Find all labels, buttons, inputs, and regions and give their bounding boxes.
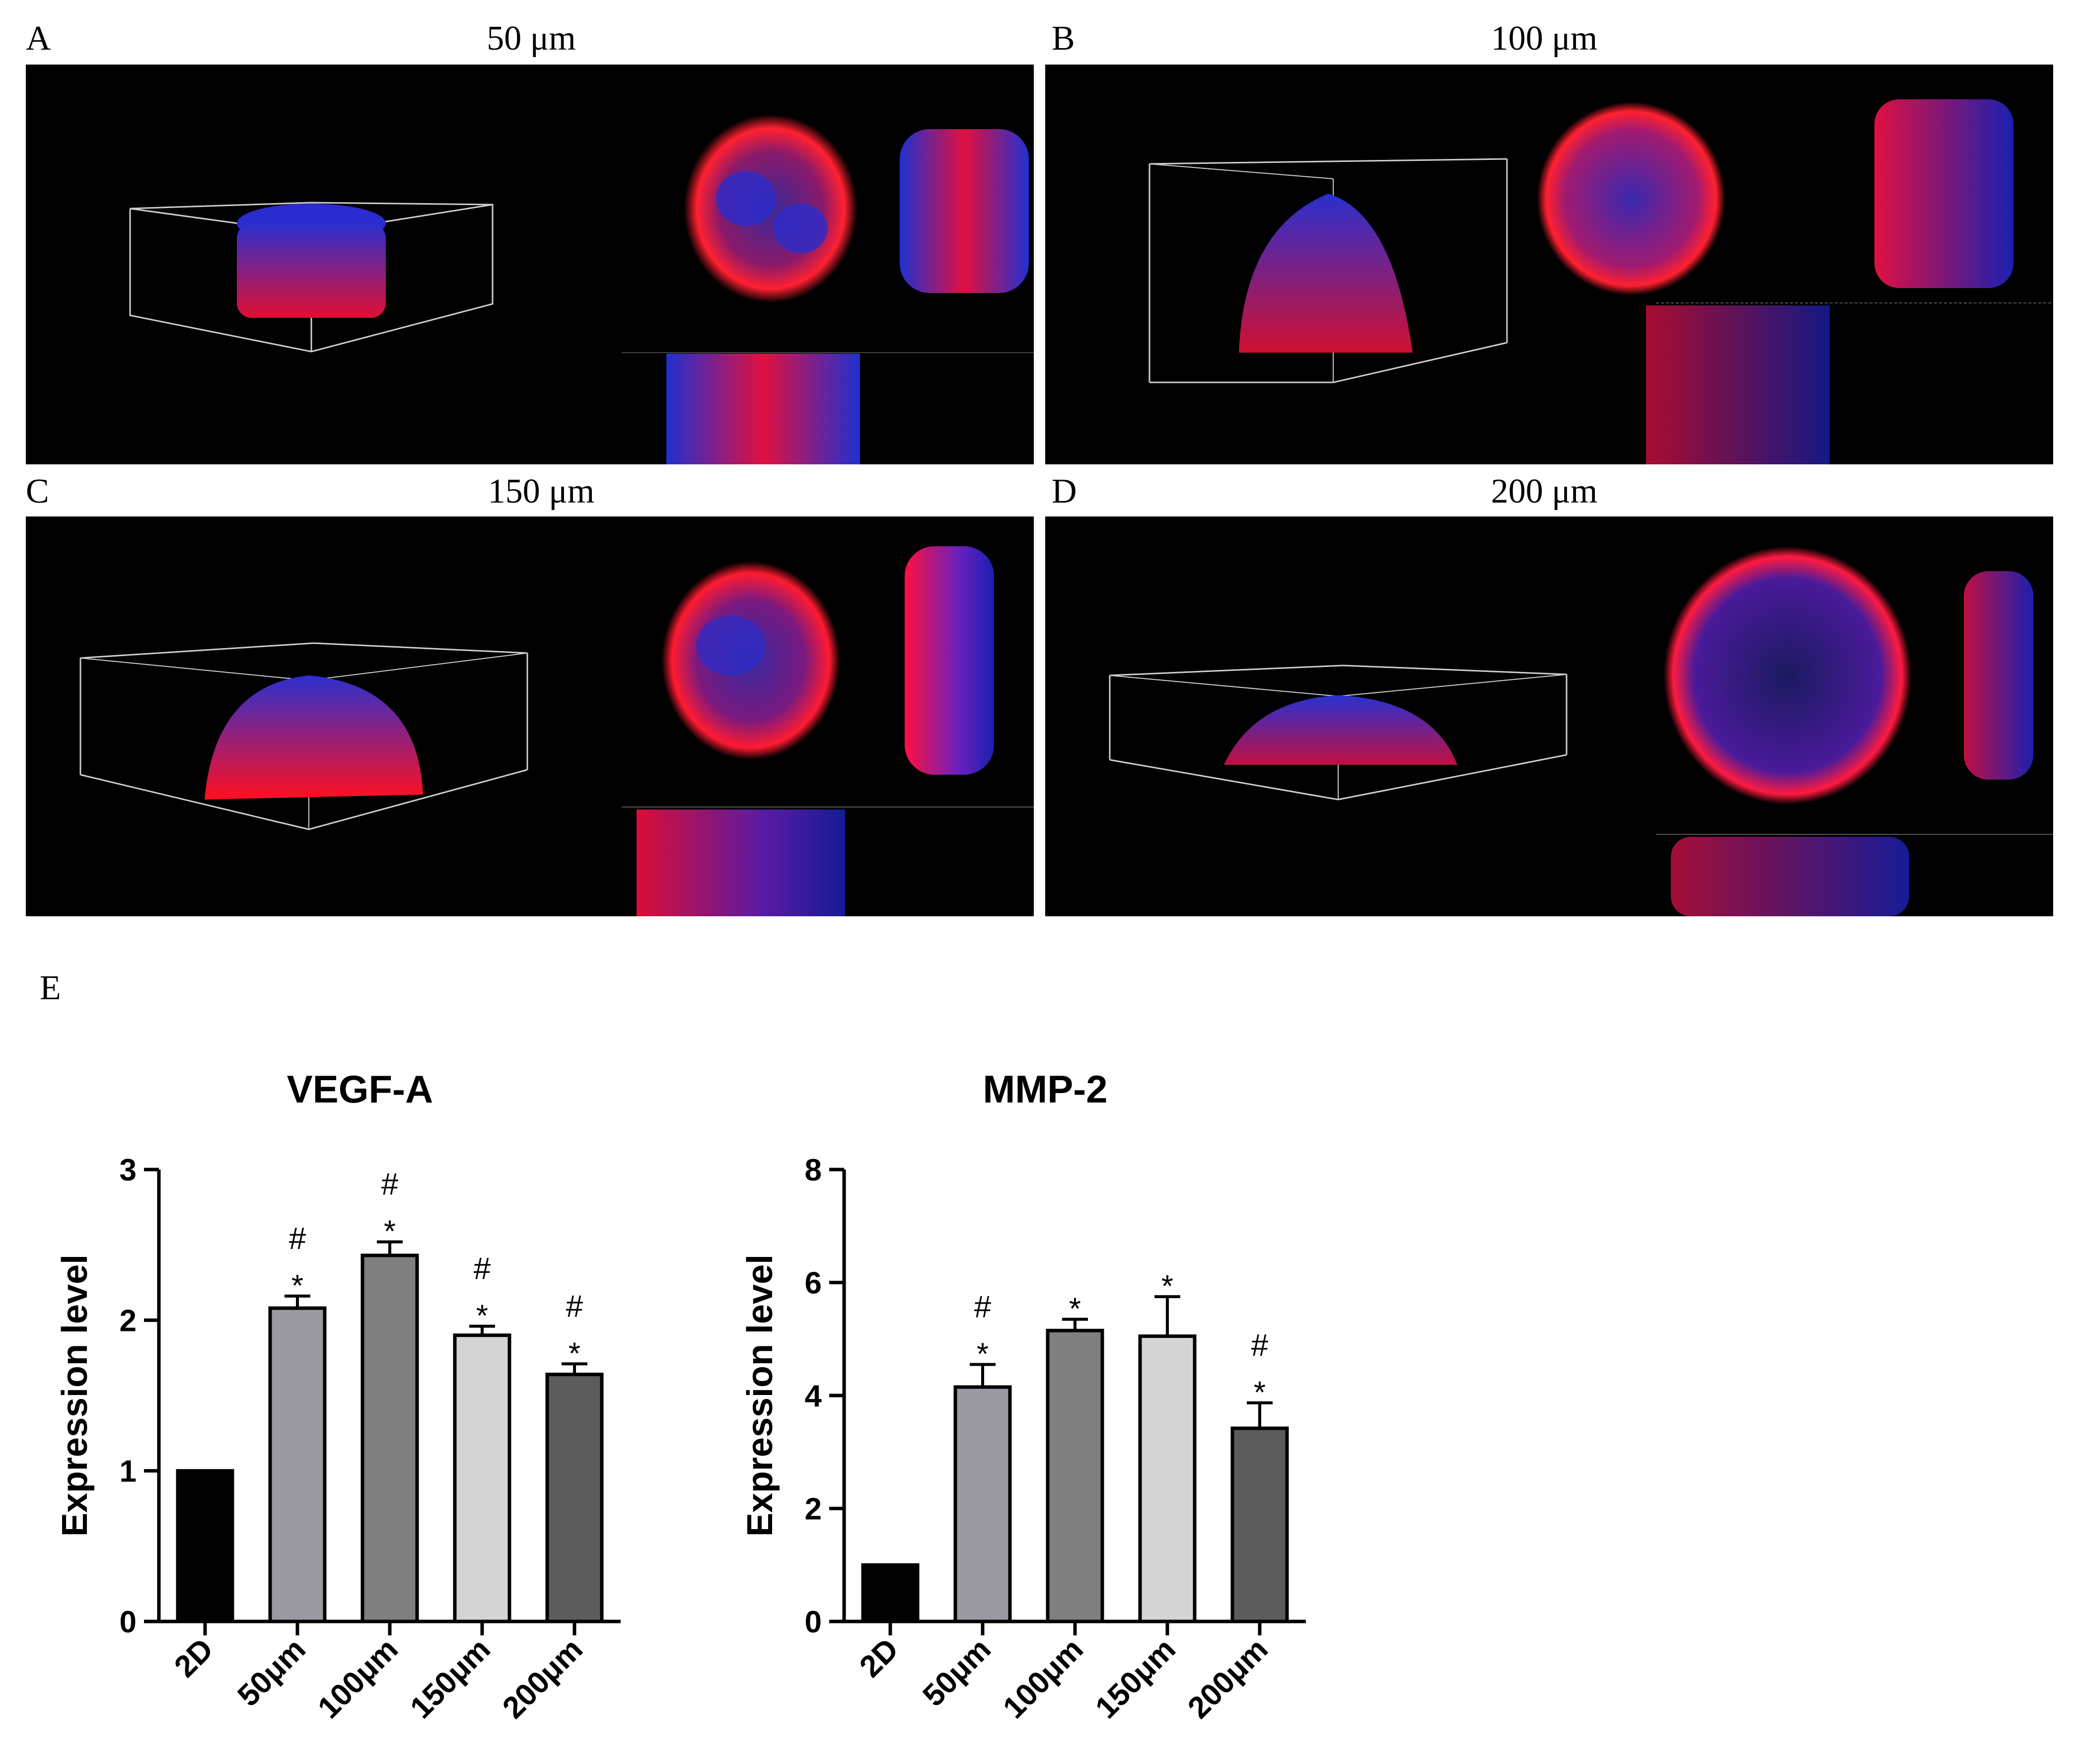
chart-title: VEGF-A bbox=[287, 1067, 433, 1111]
panel-letter-a: A bbox=[26, 19, 51, 58]
bar-200μm bbox=[545, 1373, 604, 1623]
bar-50μm bbox=[953, 1385, 1012, 1623]
y-tick-label: 3 bbox=[120, 1153, 137, 1187]
y-tick-label: 0 bbox=[120, 1605, 137, 1639]
bar-100μm bbox=[1046, 1328, 1104, 1623]
bar-150μm bbox=[453, 1333, 511, 1623]
x-tick-label: 100μm bbox=[997, 1632, 1090, 1725]
x-tick-label: 2D bbox=[168, 1632, 220, 1684]
x-tick-label: 200μm bbox=[1181, 1632, 1275, 1725]
panel-letter-e: E bbox=[40, 969, 61, 1007]
y-tick-label: 4 bbox=[805, 1379, 822, 1413]
significance-asterisk: * bbox=[384, 1215, 396, 1249]
panel-letter-c: C bbox=[26, 472, 49, 511]
micrograph-d-image bbox=[1109, 546, 2053, 916]
y-axis-label: Expression level bbox=[740, 1254, 780, 1537]
micrograph-a-image bbox=[129, 65, 1034, 464]
x-tick-label: 100μm bbox=[311, 1632, 405, 1725]
panel-title-b: 100 μm bbox=[1491, 19, 1598, 58]
bar-50μm bbox=[268, 1306, 327, 1623]
y-axis-label: Expression level bbox=[55, 1254, 95, 1537]
chart-title: MMP-2 bbox=[983, 1067, 1107, 1111]
significance-asterisk: * bbox=[1161, 1269, 1173, 1304]
significance-hash: # bbox=[1251, 1328, 1269, 1363]
bar-100μm bbox=[360, 1253, 419, 1623]
bar-2d bbox=[861, 1563, 920, 1623]
x-tick-label: 200μm bbox=[496, 1632, 589, 1725]
bar-2d bbox=[176, 1469, 234, 1623]
significance-hash: # bbox=[566, 1289, 583, 1323]
panel-title-d: 200 μm bbox=[1491, 472, 1598, 511]
bar-150μm bbox=[1138, 1334, 1197, 1623]
significance-hash: # bbox=[974, 1290, 992, 1324]
significance-asterisk: * bbox=[476, 1299, 488, 1333]
x-tick-label: 50μm bbox=[917, 1632, 998, 1713]
significance-hash: # bbox=[381, 1168, 399, 1202]
x-tick-label: 150μm bbox=[1089, 1632, 1182, 1725]
y-tick-label: 2 bbox=[120, 1304, 137, 1338]
significance-asterisk: * bbox=[291, 1269, 303, 1303]
x-tick-label: 50μm bbox=[231, 1632, 312, 1713]
y-tick-label: 2 bbox=[805, 1492, 822, 1527]
significance-asterisk: * bbox=[1254, 1376, 1266, 1410]
x-tick-label: 150μm bbox=[404, 1632, 497, 1725]
y-tick-label: 6 bbox=[805, 1266, 822, 1301]
micrograph-b bbox=[1045, 65, 2053, 464]
panel-letter-d: D bbox=[1052, 472, 1077, 511]
micrograph-c-image bbox=[79, 546, 1034, 916]
bar-200μm bbox=[1230, 1426, 1289, 1623]
y-tick-label: 0 bbox=[805, 1605, 822, 1639]
micrograph-b-image bbox=[1148, 99, 2053, 464]
significance-asterisk: * bbox=[1069, 1292, 1081, 1326]
panel-title-a: 50 μm bbox=[487, 19, 576, 58]
significance-hash: # bbox=[289, 1222, 306, 1256]
y-tick-label: 1 bbox=[120, 1455, 137, 1489]
significance-asterisk: * bbox=[977, 1337, 989, 1371]
panel-letter-b: B bbox=[1052, 19, 1075, 58]
significance-hash: # bbox=[474, 1251, 491, 1286]
x-tick-label: 2D bbox=[853, 1632, 905, 1684]
significance-asterisk: * bbox=[569, 1336, 580, 1371]
micrograph-d bbox=[1045, 516, 2053, 916]
chart-mmp-2: MMP-2 Expression level 0 2 4 6 8 2D * #50μm * 100μm… bbox=[740, 1067, 1306, 1725]
panel-title-c: 150 μm bbox=[488, 472, 595, 511]
micrograph-a bbox=[26, 65, 1034, 464]
y-tick-label: 8 bbox=[805, 1153, 822, 1187]
chart-vegf-a: VEGF-A Expression level 0 1 2 3 2D * #50μm * #100μ… bbox=[55, 1067, 621, 1725]
micrograph-c bbox=[26, 516, 1034, 916]
